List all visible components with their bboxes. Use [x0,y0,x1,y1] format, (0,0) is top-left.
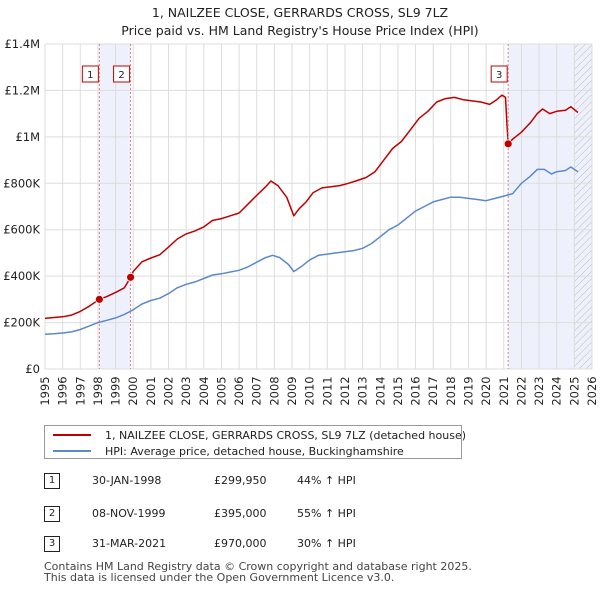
sale-hpi-1: 44% ↑ HPI [297,474,356,487]
legend-item-property: 1, NAILZEE CLOSE, GERRARDS CROSS, SL9 7L… [53,427,466,443]
x-tick-label: 2017 [426,376,440,405]
sale-point-3 [503,139,513,149]
sale-date-3: 31-MAR-2021 [92,537,167,550]
legend: 1, NAILZEE CLOSE, GERRARDS CROSS, SL9 7L… [44,425,466,459]
x-tick-label: 2012 [338,376,352,405]
x-tick-label: 2011 [320,376,334,405]
series-line-hpi [44,166,579,335]
x-tick-label: 2019 [461,376,475,405]
footer-copyright: Contains HM Land Registry data © Crown c… [44,560,472,573]
x-tick-label: 2016 [409,376,423,405]
x-tick-label: 2022 [514,376,528,405]
x-tick-label: 1996 [56,376,70,405]
sale-price-2: £395,000 [214,507,267,520]
x-tick-label: 2025 [567,376,581,405]
x-tick-label: 2013 [356,376,370,405]
y-tick-label: £800K [3,176,40,190]
legend-item-hpi: HPI: Average price, detached house, Buck… [53,443,404,459]
legend-label-property: 1, NAILZEE CLOSE, GERRARDS CROSS, SL9 7L… [105,428,467,442]
shaded-range-1 [99,44,131,369]
x-tick-label: 2000 [126,376,140,405]
legend-swatch-property [53,434,91,436]
x-tick-label: 2005 [214,376,228,405]
legend-swatch-hpi [53,450,91,452]
y-tick-label: £400K [3,269,40,283]
footer: Contains HM Land Registry data © Crown c… [44,561,472,583]
x-tick-label: 2004 [197,376,211,405]
sale-marker-box-2 [113,65,131,83]
sale-marker-label-2: 2 [118,70,124,81]
x-tick-label: 2026 [585,376,599,405]
hatched-future-range [574,44,592,369]
footer-licence: This data is licensed under the Open Gov… [44,571,395,584]
sale-badge-1: 1 [44,473,60,489]
x-tick-label: 2010 [303,376,317,405]
sale-point-1 [94,294,104,304]
y-tick-label: £0 [25,362,40,376]
sale-marker-label-3: 3 [496,70,502,81]
sale-marker-box-1 [81,65,99,83]
sale-price-3: £970,000 [214,537,267,550]
sale-hpi-3: 30% ↑ HPI [297,537,356,550]
sale-price-1: £299,950 [214,474,267,487]
x-tick-label: 2007 [250,376,264,405]
sale-point-2 [126,272,135,282]
x-tick-label: 2020 [479,376,493,405]
sale-badge-3: 3 [44,536,60,552]
x-tick-label: 2006 [232,376,246,405]
x-tick-label: 2002 [162,376,176,405]
legend-label-hpi: HPI: Average price, detached house, Buck… [105,444,404,458]
series-line-property [44,94,579,320]
chart-title: 1, NAILZEE CLOSE, GERRARDS CROSS, SL9 7L… [0,4,600,40]
x-tick-label: 2001 [144,376,158,405]
sale-badge-2: 2 [44,506,60,522]
sale-marker-label-1: 1 [87,70,93,81]
x-tick-label: 2021 [497,376,511,405]
y-tick-label: £1.2M [4,83,40,97]
sale-date-1: 30-JAN-1998 [92,474,162,487]
x-tick-label: 2024 [550,376,564,405]
x-tick-label: 2008 [267,376,281,405]
price-chart: £0 £200K £400K £600K £800K £1M £1.2M £1.4M 1995 1… [3,37,599,406]
x-tick-label: 2023 [532,376,546,405]
x-tick-label: 1997 [73,376,87,405]
y-tick-label: £600K [3,223,40,237]
x-tick-label: 1999 [109,376,123,405]
x-tick-label: 2015 [391,376,405,405]
x-tick-label: 2003 [179,376,193,405]
x-tick-label: 1998 [91,376,105,405]
sale-hpi-2: 55% ↑ HPI [297,507,356,520]
chart-title-line1: 1, NAILZEE CLOSE, GERRARDS CROSS, SL9 7L… [151,5,449,20]
sale-date-2: 08-NOV-1999 [92,507,166,520]
y-tick-label: £200K [3,316,40,330]
y-tick-label: £1M [15,130,40,144]
x-tick-label: 1995 [38,376,52,405]
x-tick-label: 2009 [285,376,299,405]
x-tick-label: 2014 [373,376,387,405]
chart-title-line2: Price paid vs. HM Land Registry's House … [121,23,479,38]
y-tick-label: £1.4M [4,37,40,51]
sale-marker-box-3 [490,65,508,83]
x-tick-label: 2018 [444,376,458,405]
